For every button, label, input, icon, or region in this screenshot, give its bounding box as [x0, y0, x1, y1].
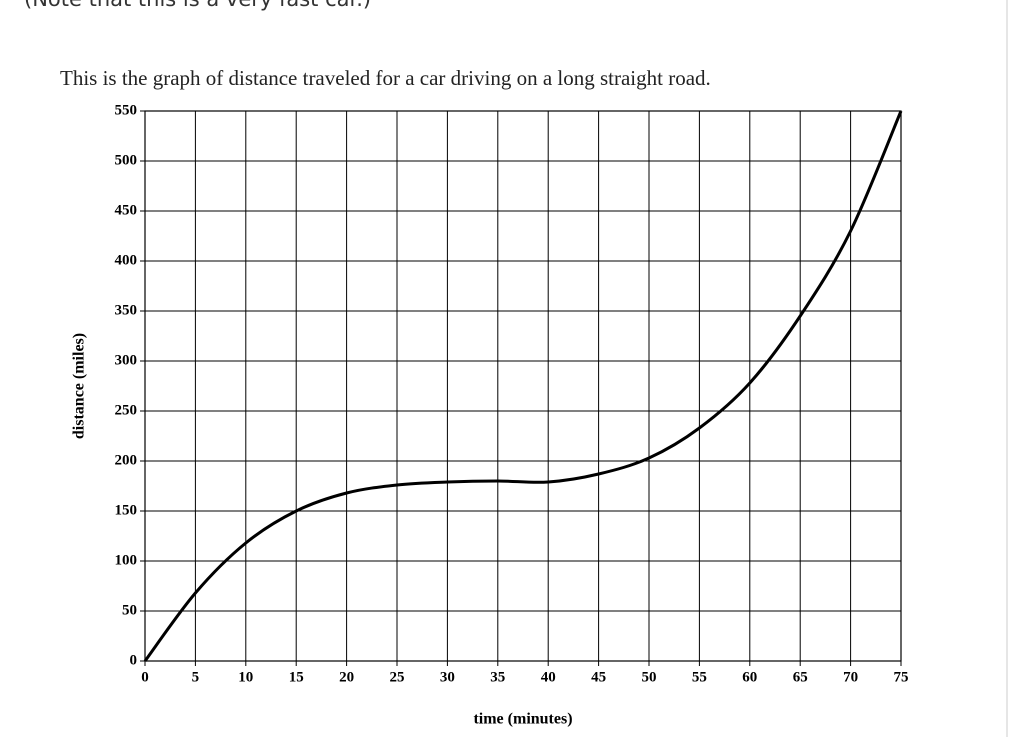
x-tick-label: 25 [390, 669, 405, 685]
x-tick-label: 60 [742, 669, 757, 685]
y-tick-label: 300 [115, 352, 138, 368]
x-tick-label: 75 [894, 669, 909, 685]
y-tick-label: 50 [122, 602, 137, 618]
x-tick-label: 70 [843, 669, 858, 685]
y-tick-label: 500 [115, 152, 138, 168]
x-tick-label: 65 [793, 669, 808, 685]
chart-title: This is the graph of distance traveled f… [60, 66, 711, 90]
plot-frame [144, 110, 902, 662]
x-tick-label: 0 [141, 669, 149, 685]
x-tick-label: 20 [339, 669, 354, 685]
x-tick-label: 45 [591, 669, 606, 685]
y-tick-label: 350 [115, 302, 138, 318]
y-tick-label: 0 [130, 652, 138, 668]
x-axis-label: time (minutes) [473, 711, 572, 728]
y-tick-label: 150 [115, 502, 138, 518]
x-tick-label: 40 [541, 669, 556, 685]
x-tick-label: 50 [642, 669, 657, 685]
x-tick-label: 5 [192, 669, 200, 685]
y-axis-label: distance (miles) [71, 333, 88, 439]
x-tick-label: 35 [490, 669, 505, 685]
y-tick-label: 550 [115, 102, 138, 118]
y-tick-label: 400 [115, 252, 138, 268]
x-tick-label: 30 [440, 669, 455, 685]
y-tick-label: 100 [115, 552, 138, 568]
y-tick-label: 450 [115, 202, 138, 218]
note: (Note that this is a very fast car.) [24, 0, 371, 11]
distance-curve [143, 110, 903, 662]
y-tick-label: 250 [115, 402, 138, 418]
x-tick-label: 10 [238, 669, 253, 685]
x-tick-label: 55 [692, 669, 707, 685]
y-tick-label: 200 [115, 452, 138, 468]
x-tick-label: 15 [289, 669, 304, 685]
